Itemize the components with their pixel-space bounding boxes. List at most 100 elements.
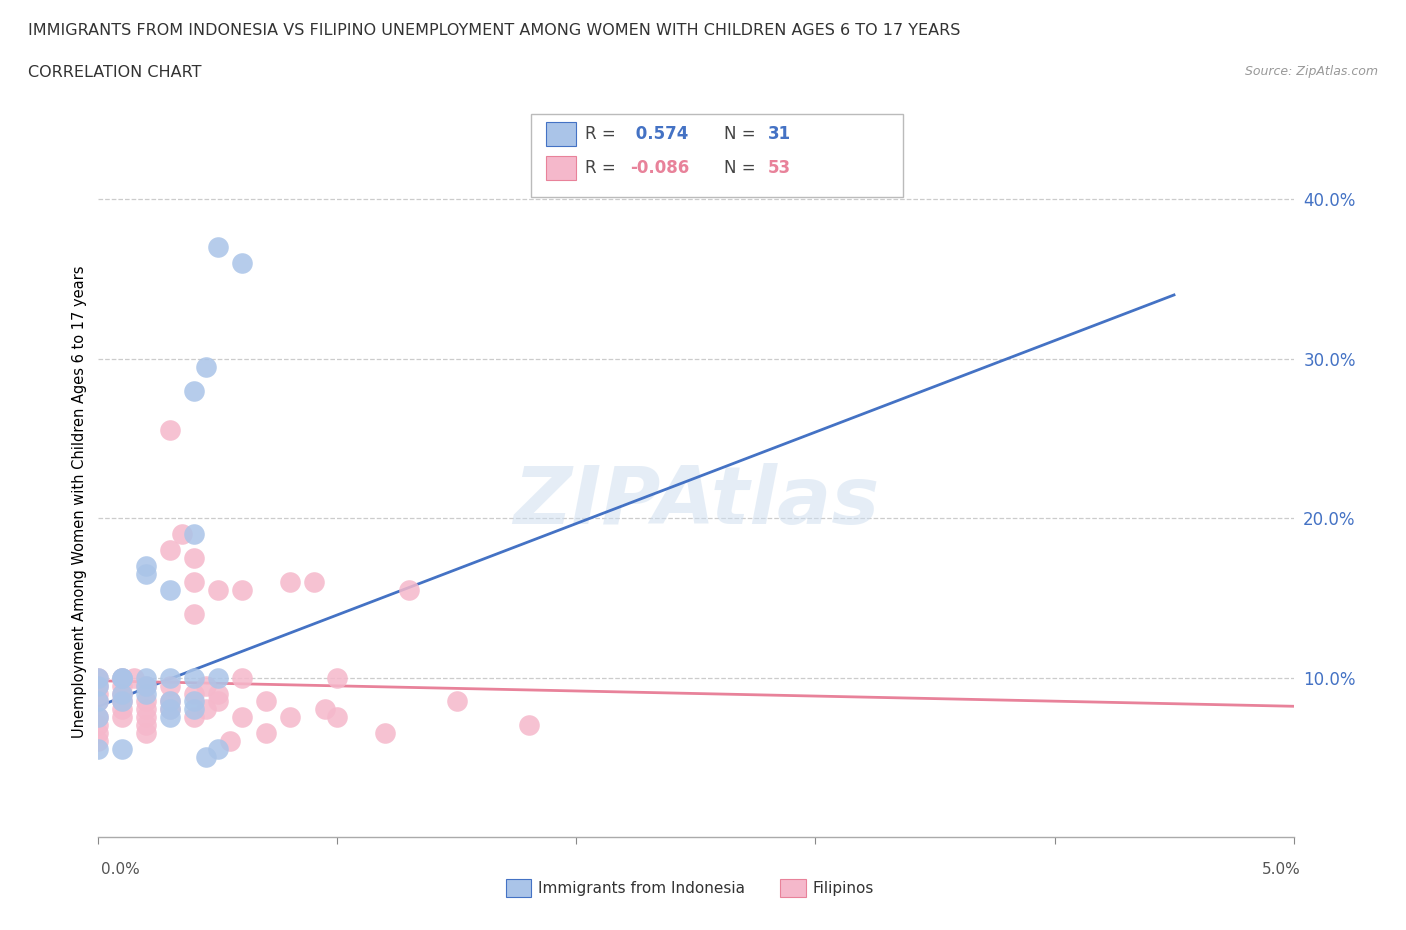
Point [159,678,181,693]
Point [278,710,301,724]
Point [231,671,253,685]
Point [194,750,218,764]
Point [159,671,181,685]
Point [135,710,157,724]
Point [87,678,110,693]
Point [446,694,468,709]
Text: IMMIGRANTS FROM INDONESIA VS FILIPINO UNEMPLOYMENT AMONG WOMEN WITH CHILDREN AGE: IMMIGRANTS FROM INDONESIA VS FILIPINO UN… [28,23,960,38]
Text: 53: 53 [768,159,790,178]
Point [254,694,277,709]
Point [87,710,110,724]
Point [87,734,110,749]
Text: 0.574: 0.574 [630,125,689,143]
Point [87,726,110,741]
Point [183,606,205,621]
Point [398,582,420,597]
Text: R =: R = [585,125,621,143]
Text: 31: 31 [768,125,790,143]
Point [183,686,205,701]
Point [135,566,157,581]
Point [183,671,205,685]
Point [374,726,396,741]
Point [183,383,205,398]
Point [135,678,157,693]
Point [111,702,134,717]
Point [111,671,134,685]
Point [135,686,157,701]
Point [135,671,157,685]
Point [135,678,157,693]
Point [326,710,349,724]
Point [183,575,205,590]
Point [87,671,110,685]
Text: 5.0%: 5.0% [1261,862,1301,877]
Point [87,742,110,757]
Point [135,702,157,717]
Point [87,718,110,733]
Point [219,734,242,749]
Point [159,582,181,597]
Point [111,686,134,701]
Point [207,742,229,757]
Text: Source: ZipAtlas.com: Source: ZipAtlas.com [1244,65,1378,78]
Point [231,710,253,724]
Point [231,256,253,271]
Point [207,240,229,255]
Text: 0.0%: 0.0% [101,862,141,877]
Point [183,710,205,724]
Point [159,694,181,709]
Point [135,718,157,733]
Point [124,671,146,685]
Point [207,694,229,709]
Point [111,710,134,724]
Point [517,718,540,733]
Point [111,678,134,693]
Point [159,710,181,724]
Point [315,702,337,717]
Point [326,671,349,685]
Point [254,726,277,741]
Point [87,694,110,709]
Point [207,582,229,597]
Point [111,686,134,701]
Point [111,694,134,709]
Text: Immigrants from Indonesia: Immigrants from Indonesia [538,881,745,896]
Point [183,702,205,717]
Point [159,702,181,717]
Text: Filipinos: Filipinos [813,881,875,896]
Point [135,559,157,574]
Point [87,671,110,685]
Point [183,526,205,541]
Point [159,542,181,557]
Y-axis label: Unemployment Among Women with Children Ages 6 to 17 years: Unemployment Among Women with Children A… [72,266,87,738]
Point [111,694,134,709]
Point [183,694,205,709]
Point [87,710,110,724]
Point [278,575,301,590]
Point [302,575,325,590]
Point [111,742,134,757]
Point [135,694,157,709]
Point [111,671,134,685]
Point [231,582,253,597]
Text: R =: R = [585,159,621,178]
Text: -0.086: -0.086 [630,159,689,178]
Point [111,671,134,685]
Point [87,678,110,693]
Point [87,694,110,709]
Point [194,702,218,717]
Text: N =: N = [724,125,761,143]
Point [159,702,181,717]
Point [172,526,194,541]
Point [135,726,157,741]
Point [207,686,229,701]
Point [183,551,205,565]
Text: N =: N = [724,159,761,178]
Point [194,678,218,693]
Point [207,671,229,685]
Point [194,359,218,374]
Text: CORRELATION CHART: CORRELATION CHART [28,65,201,80]
Text: ZIPAtlas: ZIPAtlas [513,463,879,541]
Point [87,686,110,701]
Point [159,423,181,438]
